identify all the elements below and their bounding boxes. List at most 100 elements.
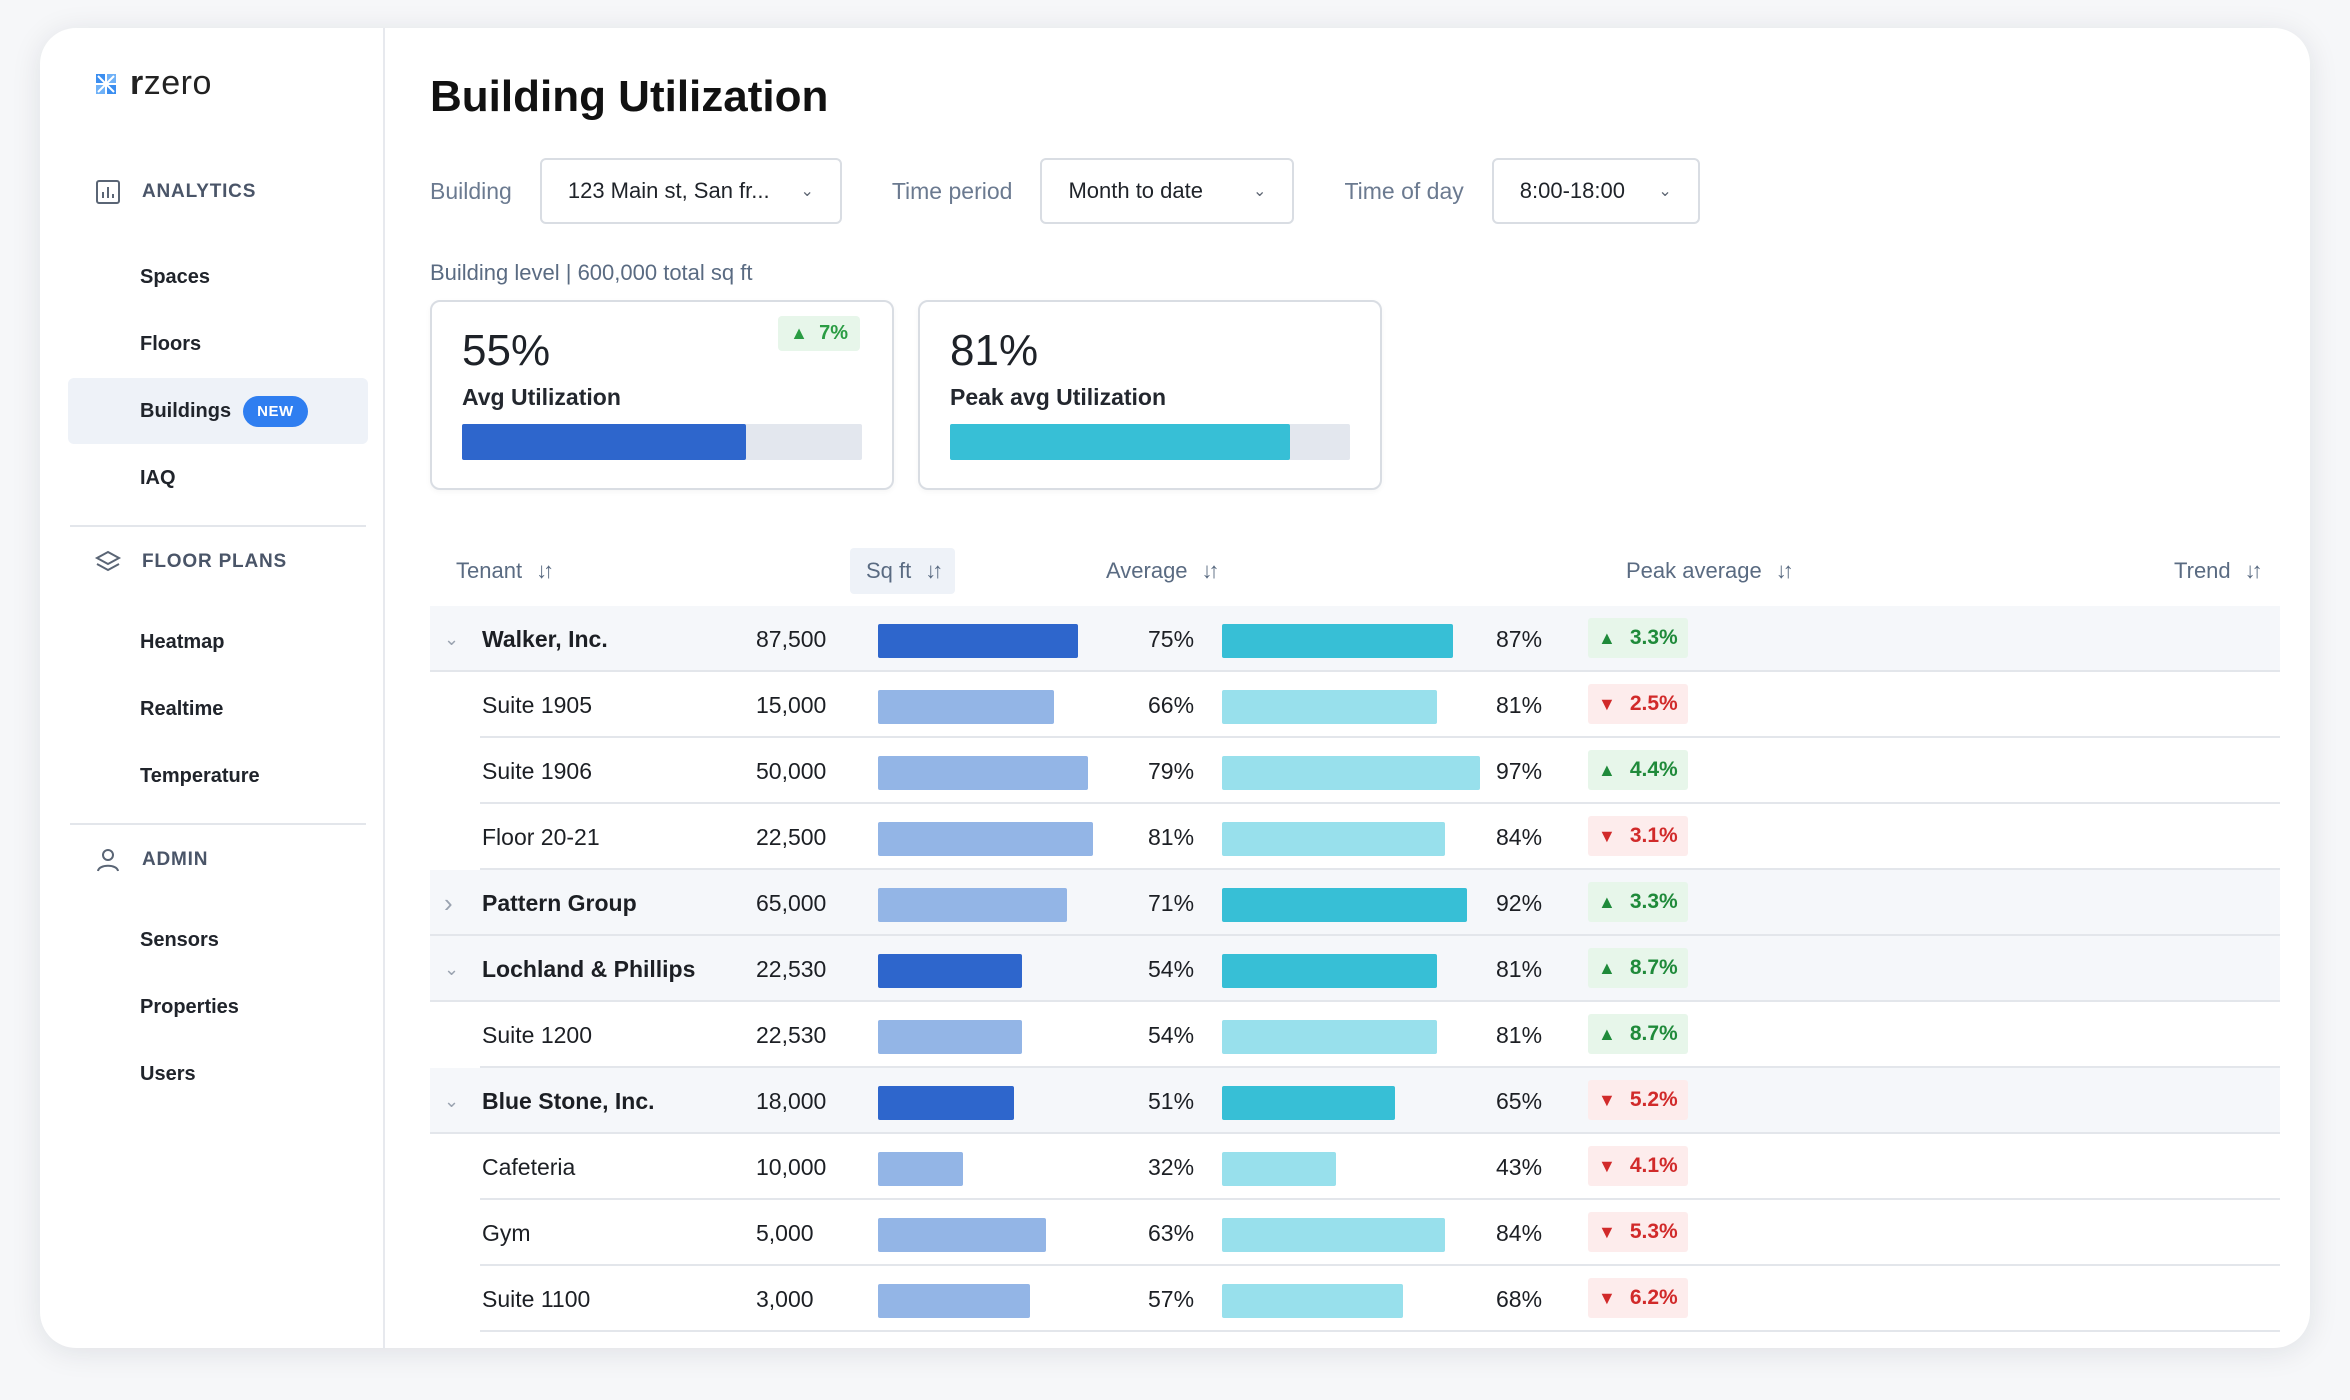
- average-percent: 63%: [1148, 1219, 1195, 1246]
- sidebar-item-spaces[interactable]: Spaces: [140, 265, 211, 288]
- analytics-section-header: ANALYTICS: [94, 178, 256, 206]
- time-period-select[interactable]: Month to date ⌄: [1040, 158, 1295, 224]
- peak-average-bar: [1222, 756, 1481, 790]
- peak-average-percent: 65%: [1496, 1087, 1543, 1114]
- trend-column-header[interactable]: Trend ↓↑: [2174, 558, 2263, 583]
- time-of-day-select[interactable]: 8:00-18:00 ⌄: [1491, 158, 1700, 224]
- peak-average-percent: 43%: [1496, 1153, 1543, 1180]
- trend-badge: ▲ 3.3%: [1588, 618, 1688, 658]
- average-bar: [878, 1086, 1014, 1120]
- chevron-down-icon[interactable]: ⌄: [444, 1090, 460, 1111]
- triangle-up-icon: ▲: [1598, 1023, 1616, 1044]
- average-bar: [878, 1020, 1022, 1054]
- sqft-column-header[interactable]: Sq ft ↓↑: [850, 548, 956, 594]
- time-of-day-filter-label: Time of day: [1344, 177, 1464, 204]
- tenant-sub-row[interactable]: Cafeteria 10,000 32% 43% ▼ 4.1%: [430, 1134, 2280, 1200]
- triangle-up-icon: ▲: [1598, 891, 1616, 912]
- analytics-icon: [96, 180, 120, 204]
- peak-average-bar: [1222, 954, 1438, 988]
- logo-wordmark: rzero: [130, 64, 212, 102]
- peak-utilization-fill: [950, 424, 1290, 460]
- trend-value: 2.5%: [1629, 692, 1678, 715]
- trend-value: 3.3%: [1629, 626, 1678, 649]
- sidebar: rzero ANALYTICS Spaces Floors Buildings …: [40, 28, 385, 1348]
- building-select-value: 123 Main st, San fr...: [567, 178, 770, 203]
- row-divider: [430, 1132, 2280, 1134]
- peak-average-percent: 84%: [1496, 823, 1543, 850]
- average-bar: [878, 888, 1067, 922]
- rzero-logo-icon: [96, 73, 116, 94]
- sidebar-item-iaq[interactable]: IAQ: [140, 466, 176, 489]
- tenant-sub-row[interactable]: Suite 1905 15,000 66% 81% ▼ 2.5%: [430, 672, 2280, 738]
- row-divider: [480, 1330, 2280, 1332]
- average-bar: [878, 756, 1089, 790]
- sqft-value: 22,500: [756, 823, 827, 850]
- tenant-sub-row[interactable]: Floor 20-21 22,500 81% 84% ▼ 3.1%: [430, 804, 2280, 870]
- row-divider: [430, 670, 2280, 672]
- tenant-name: Suite 1906: [482, 757, 592, 784]
- peak-average-percent: 87%: [1496, 625, 1543, 652]
- tenant-group-row[interactable]: ⌄ Walker, Inc. 87,500 75% 87% ▲ 3.3%: [430, 606, 2280, 672]
- tenant-name: Gym: [482, 1219, 531, 1246]
- tenant-group-row[interactable]: ⌄ Lochland & Phillips 22,530 54% 81% ▲ 8.7%: [430, 936, 2280, 1002]
- sidebar-divider: [70, 525, 366, 527]
- trend-badge: ▲ 3.3%: [1588, 882, 1688, 922]
- avg-utilization-delta: ▲ 7%: [778, 316, 860, 351]
- tenant-sub-row[interactable]: Suite 1100 3,000 57% 68% ▼ 6.2%: [430, 1266, 2280, 1332]
- tenant-sub-row[interactable]: Suite 1200 22,530 54% 81% ▲ 8.7%: [430, 1002, 2280, 1068]
- average-percent: 54%: [1148, 955, 1195, 982]
- sidebar-item-buildings[interactable]: Buildings NEW: [68, 378, 368, 444]
- trend-badge: ▲ 8.7%: [1588, 948, 1688, 988]
- tenant-column-header[interactable]: Tenant ↓↑: [456, 558, 554, 583]
- logo[interactable]: rzero: [94, 64, 212, 103]
- sidebar-item-realtime[interactable]: Realtime: [140, 697, 224, 720]
- sidebar-item-floors[interactable]: Floors: [140, 332, 202, 355]
- average-bar: [878, 1284, 1030, 1318]
- sidebar-item-sensors[interactable]: Sensors: [140, 928, 219, 951]
- average-column-header[interactable]: Average ↓↑: [1106, 558, 1220, 583]
- row-divider: [480, 1264, 2280, 1266]
- chevron-right-icon[interactable]: ›: [444, 887, 453, 918]
- tenant-name: Suite 1200: [482, 1021, 592, 1048]
- avg-utilization-value: 55%: [462, 326, 551, 375]
- trend-value: 3.1%: [1629, 824, 1678, 847]
- row-divider: [480, 736, 2280, 738]
- sidebar-item-users[interactable]: Users: [140, 1062, 196, 1085]
- peak-average-bar: [1222, 1086, 1395, 1120]
- sidebar-item-properties[interactable]: Properties: [140, 995, 239, 1018]
- average-percent: 75%: [1148, 625, 1195, 652]
- tenant-sub-row[interactable]: Gym 5,000 63% 84% ▼ 5.3%: [430, 1200, 2280, 1266]
- chevron-down-icon[interactable]: ⌄: [444, 958, 460, 979]
- peak-average-percent: 81%: [1496, 691, 1543, 718]
- sqft-value: 22,530: [756, 1021, 827, 1048]
- peak-average-bar: [1222, 888, 1467, 922]
- average-percent: 81%: [1148, 823, 1195, 850]
- layers-icon: [94, 550, 122, 572]
- trend-badge: ▲ 4.4%: [1588, 750, 1688, 790]
- building-select[interactable]: 123 Main st, San fr... ⌄: [539, 158, 842, 224]
- peak-average-column-header[interactable]: Peak average ↓↑: [1626, 558, 1794, 583]
- tenant-group-row[interactable]: › Pattern Group 65,000 71% 92% ▲ 3.3%: [430, 870, 2280, 936]
- peak-utilization-value: 81%: [950, 326, 1039, 375]
- tenant-name: Cafeteria: [482, 1153, 576, 1180]
- chevron-down-icon[interactable]: ⌄: [444, 628, 460, 649]
- row-divider: [480, 1066, 2280, 1068]
- building-filter-label: Building: [430, 177, 512, 204]
- sidebar-divider: [70, 823, 366, 825]
- peak-average-bar: [1222, 624, 1454, 658]
- tenant-group-row[interactable]: ⌄ Blue Stone, Inc. 18,000 51% 65% ▼ 5.2%: [430, 1068, 2280, 1134]
- tenant-sub-row[interactable]: Suite 1906 50,000 79% 97% ▲ 4.4%: [430, 738, 2280, 804]
- row-divider: [480, 1198, 2280, 1200]
- sqft-value: 22,530: [756, 955, 827, 982]
- trend-badge: ▲ 8.7%: [1588, 1014, 1688, 1054]
- table-header: Tenant ↓↑ Sq ft ↓↑ Average ↓↑ Peak average ↓…: [430, 548, 2280, 598]
- page-title: Building Utilization: [430, 72, 829, 121]
- trend-badge: ▼ 6.2%: [1588, 1278, 1688, 1318]
- sidebar-item-heatmap[interactable]: Heatmap: [140, 630, 225, 653]
- sidebar-item-temperature[interactable]: Temperature: [140, 764, 260, 787]
- tenant-name: Blue Stone, Inc.: [482, 1087, 655, 1114]
- triangle-up-icon: ▲: [1598, 957, 1616, 978]
- sort-icon: ↓↑: [1775, 558, 1794, 583]
- triangle-down-icon: ▼: [1598, 693, 1616, 714]
- sort-icon: ↓↑: [1201, 558, 1220, 583]
